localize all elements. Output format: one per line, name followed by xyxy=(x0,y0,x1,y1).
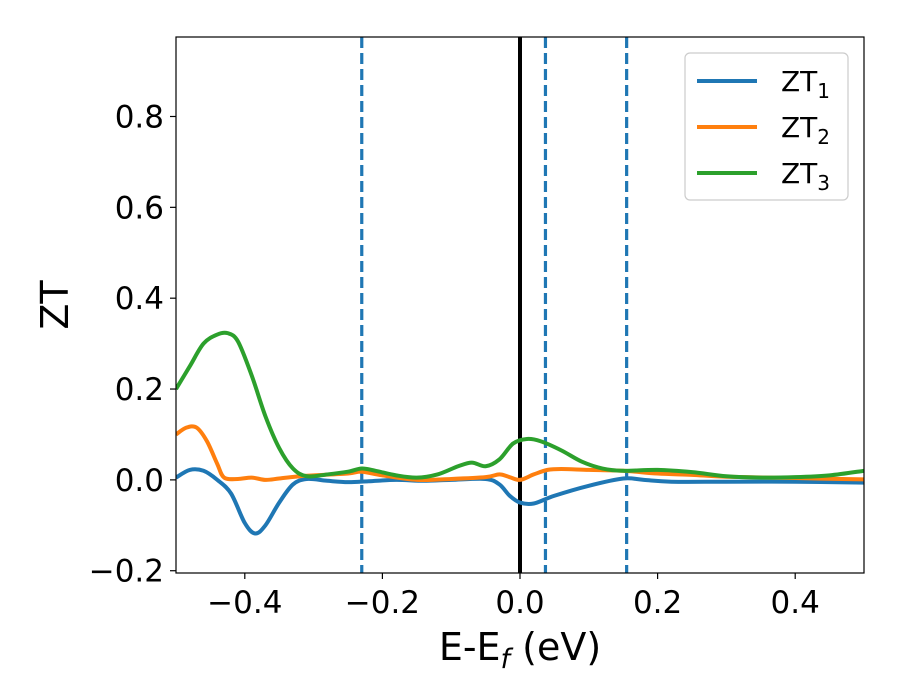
x-tick-label: −0.4 xyxy=(207,585,282,621)
y-tick-label: 0.6 xyxy=(115,190,164,226)
y-tick-label: 0.0 xyxy=(115,463,164,499)
y-tick-label: 0.8 xyxy=(115,99,164,135)
legend-label-zt1: ZT1 xyxy=(781,65,830,103)
y-tick-label: −0.2 xyxy=(89,554,164,590)
y-axis-title: ZT xyxy=(33,280,77,330)
x-axis-title: E-Ef (eV) xyxy=(439,625,601,675)
series-line-zt3 xyxy=(176,330,864,480)
x-axis-title-unit: (eV) xyxy=(510,625,601,669)
y-tick-label: 0.2 xyxy=(115,372,164,408)
x-tick-label: 0.4 xyxy=(771,585,820,621)
x-tick-label: 0.2 xyxy=(633,585,682,621)
x-axis-title-main: E-E xyxy=(439,625,501,669)
x-tick-label: 0.0 xyxy=(495,585,544,621)
legend: ZT1 ZT2 ZT3 xyxy=(684,52,849,201)
legend-label-zt3: ZT3 xyxy=(781,157,830,195)
y-tick-label: 0.4 xyxy=(115,281,164,317)
x-tick-label: −0.2 xyxy=(345,585,420,621)
legend-box xyxy=(684,52,849,201)
axes: −0.4 −0.2 0.0 0.2 0.4 −0.2 0.0 0.2 0.4 0.6 0.8 E-Ef… xyxy=(33,36,865,675)
plot-area xyxy=(176,37,864,573)
legend-label-zt2: ZT2 xyxy=(781,111,830,149)
